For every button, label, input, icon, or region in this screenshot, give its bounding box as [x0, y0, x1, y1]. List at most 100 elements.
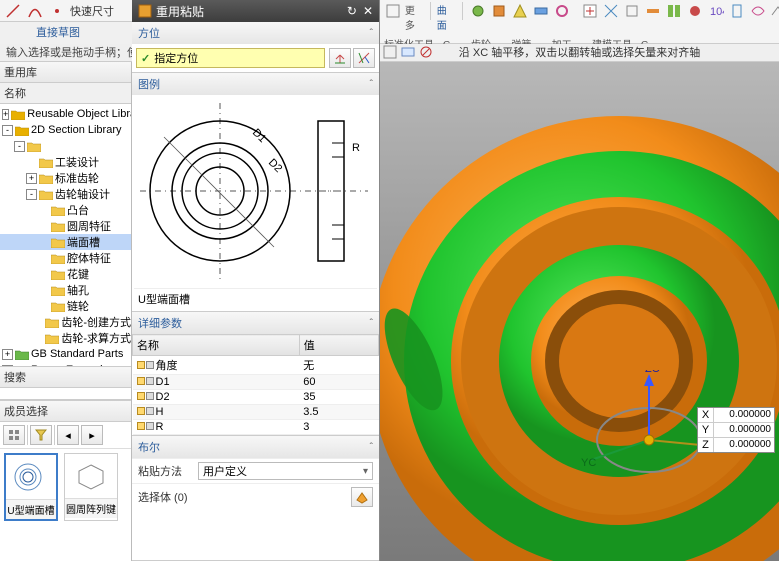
arc-tool-icon[interactable]	[26, 2, 44, 20]
ribbon-icon-2[interactable]	[490, 2, 509, 20]
hint-right-text: 沿 XC 轴平移，双击以翻转轴或选择矢量来对齐轴	[380, 44, 779, 61]
tree-name-header: 名称	[0, 83, 131, 104]
no-selection-icon[interactable]	[418, 44, 434, 63]
tree-item[interactable]: 齿轮-创建方式	[0, 314, 131, 330]
tree-toggle[interactable]: +	[2, 365, 13, 367]
svg-text:D2: D2	[266, 157, 284, 175]
param-row[interactable]: D160	[133, 375, 379, 390]
tree-item[interactable]: +标准齿轮	[0, 170, 131, 186]
library-icon	[11, 109, 25, 120]
tree-toggle[interactable]: +	[2, 349, 13, 360]
ribbon-tab-curve[interactable]: 曲面	[437, 2, 456, 32]
tree-item-label: 工装设计	[55, 154, 99, 170]
tree-item[interactable]: +Reuse Examples	[0, 362, 131, 366]
param-row[interactable]: H3.5	[133, 405, 379, 420]
paste-method-combo[interactable]: 用户定义▾	[198, 462, 373, 480]
tree-item-label: 齿轮-求算方式	[61, 330, 131, 346]
tree-toggle[interactable]: -	[2, 125, 13, 136]
bool-section-header[interactable]: 布尔ˆ	[132, 436, 379, 458]
coord-value: 0.000000	[714, 408, 774, 422]
orientation-section-header[interactable]: 方位ˆ	[132, 22, 379, 44]
ribbon-icon-3[interactable]	[510, 2, 529, 20]
ribbon-icon-12[interactable]: 1047	[706, 2, 725, 20]
specify-orientation-field[interactable]: ✓ 指定方位	[136, 48, 325, 68]
library-icon	[15, 365, 29, 367]
tree-toggle[interactable]: +	[26, 173, 37, 184]
tree-item[interactable]: -2D Section Library	[0, 122, 131, 138]
tree-item[interactable]: +Reusable Object Libra	[0, 106, 131, 122]
direct-sketch-link[interactable]: 直接草图	[36, 24, 80, 40]
folder-icon	[51, 205, 65, 216]
point-tool-icon[interactable]	[48, 2, 66, 20]
select-body-icon[interactable]	[351, 487, 373, 507]
param-col-value: 值	[299, 335, 378, 356]
search-header: 搜索	[0, 366, 131, 388]
member-thumb[interactable]: 圆周阵列键	[64, 453, 118, 521]
close-dialog-icon[interactable]: ✕	[363, 4, 373, 18]
tree-item[interactable]: -齿轮轴设计	[0, 186, 131, 202]
tree-item[interactable]: 凸台	[0, 202, 131, 218]
tree-item[interactable]: 轴孔	[0, 282, 131, 298]
line-tool-icon[interactable]	[4, 2, 22, 20]
tree-item[interactable]: -	[0, 138, 131, 154]
library-tree[interactable]: +Reusable Object Libra-2D Section Librar…	[0, 104, 131, 366]
tree-toggle[interactable]: +	[2, 109, 9, 120]
ribbon-icon-5[interactable]	[552, 2, 571, 20]
member-thumb[interactable]: U型端面槽	[4, 453, 58, 521]
param-row[interactable]: 角度无	[133, 356, 379, 375]
svg-text:ZC: ZC	[645, 370, 660, 375]
param-row[interactable]: R3	[133, 420, 379, 435]
tree-item[interactable]: 花键	[0, 266, 131, 282]
tree-item-label: 轴孔	[67, 282, 89, 298]
check-icon: ✓	[141, 52, 150, 65]
tree-item-label: 端面槽	[67, 234, 100, 250]
member-select-header: 成员选择	[0, 400, 131, 422]
member-next-icon[interactable]: ▸	[81, 425, 103, 445]
ribbon-icon-11[interactable]	[685, 2, 704, 20]
ribbon-icon-13[interactable]	[727, 2, 746, 20]
ribbon-icon-4[interactable]	[531, 2, 550, 20]
ribbon-icon-10[interactable]	[664, 2, 683, 20]
tree-item-label: 齿轮-创建方式	[61, 314, 131, 330]
svg-text:R: R	[352, 142, 360, 154]
member-prev-icon[interactable]: ◂	[57, 425, 79, 445]
tree-item[interactable]: + GB Standard Parts	[0, 346, 131, 362]
3d-viewport[interactable]: ZC YC X0.000000Y0.000000Z0.000000	[380, 62, 779, 561]
folder-icon	[51, 253, 65, 264]
coord-axis-label: Y	[698, 423, 714, 437]
folder-icon	[39, 173, 53, 184]
ribbon-icon-7[interactable]	[602, 2, 621, 20]
selection-scope-icon[interactable]	[400, 44, 416, 63]
csys-axis-icon[interactable]	[353, 48, 375, 68]
select-body-label[interactable]: 选择体 (0)	[138, 489, 351, 505]
member-view-grid-icon[interactable]	[3, 425, 25, 445]
tree-item[interactable]: 圆周特征	[0, 218, 131, 234]
params-section-header[interactable]: 详细参数ˆ	[132, 312, 379, 334]
tree-toggle[interactable]: -	[26, 189, 37, 200]
ribbon-icon-15[interactable]	[769, 2, 779, 20]
tree-item-label: 腔体特征	[67, 250, 111, 266]
folder-icon	[45, 317, 59, 328]
tree-item[interactable]: 工装设计	[0, 154, 131, 170]
tree-item[interactable]: 链轮	[0, 298, 131, 314]
ribbon-more-icon[interactable]	[384, 2, 403, 20]
reset-dialog-icon[interactable]: ↻	[347, 4, 357, 18]
member-filter-icon[interactable]	[30, 425, 52, 445]
coord-axis-label: X	[698, 408, 714, 422]
tree-item[interactable]: 齿轮-求算方式	[0, 330, 131, 346]
ribbon-icon-8[interactable]	[623, 2, 642, 20]
tree-item-label: GB Standard Parts	[31, 348, 123, 360]
tree-item[interactable]: 端面槽	[0, 234, 131, 250]
csys-dialog-icon[interactable]	[329, 48, 351, 68]
param-row[interactable]: D235	[133, 390, 379, 405]
ribbon-icon-9[interactable]	[644, 2, 663, 20]
ribbon-icon-6[interactable]	[581, 2, 600, 20]
tree-item[interactable]: 腔体特征	[0, 250, 131, 266]
legend-section-header[interactable]: 图例ˆ	[132, 73, 379, 95]
ribbon-icon-14[interactable]	[748, 2, 767, 20]
quick-dimension-label[interactable]: 快速尺寸	[70, 3, 114, 19]
selection-filter-icon[interactable]	[382, 44, 398, 63]
folder-icon	[39, 189, 53, 200]
ribbon-icon-1[interactable]	[469, 2, 488, 20]
tree-toggle[interactable]: -	[14, 141, 25, 152]
